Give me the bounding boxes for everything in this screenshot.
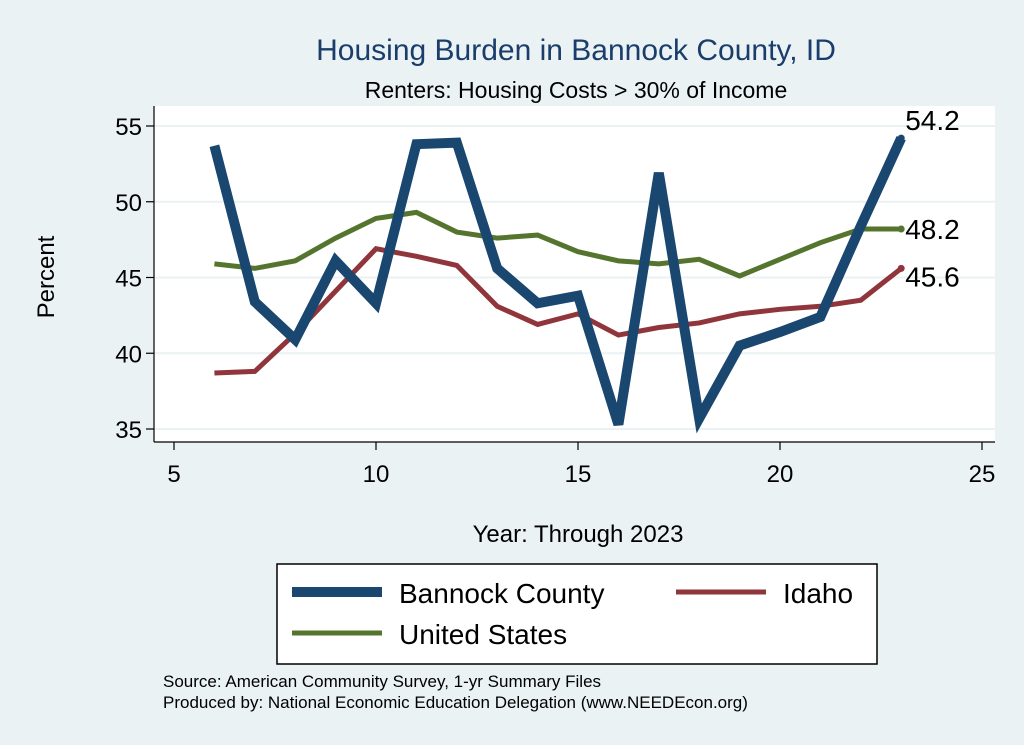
- series-line-bannock-county: [209, 136, 906, 434]
- end-label-idaho: 45.6: [905, 261, 960, 292]
- y-tick-label-40: 40: [115, 341, 142, 368]
- y-axis-label: Percent: [33, 235, 60, 318]
- legend-label-united-states: United States: [399, 619, 567, 650]
- end-label-bannock-county: 54.2: [905, 105, 960, 136]
- y-tick-label-55: 55: [115, 114, 142, 141]
- legend-label-bannock-county: Bannock County: [399, 578, 604, 609]
- y-tick-label-35: 35: [115, 417, 142, 444]
- chart-title: Housing Burden in Bannock County, ID: [316, 34, 836, 67]
- source-note: Source: American Community Survey, 1-yr …: [163, 672, 601, 691]
- x-tick-label-20: 20: [767, 461, 794, 488]
- chart-subtitle: Renters: Housing Costs > 30% of Income: [365, 77, 788, 103]
- x-tick-label-15: 15: [565, 461, 592, 488]
- end-marker-idaho: [897, 264, 905, 272]
- gridlines: [154, 125, 995, 430]
- series-lines: [209, 136, 906, 434]
- legend-box: [276, 563, 878, 665]
- legend-label-idaho: Idaho: [783, 578, 853, 609]
- end-label-united-states: 48.2: [905, 214, 960, 245]
- series-line-united-states: [214, 209, 902, 279]
- y-tick-label-50: 50: [115, 190, 142, 217]
- plot-area: [154, 106, 995, 442]
- series-line-idaho: [214, 246, 903, 376]
- x-tick-label-5: 5: [167, 461, 180, 488]
- end-labels: 54.2 45.6 48.2: [897, 105, 960, 292]
- end-marker-united-states: [897, 225, 905, 233]
- x-axis-label: Year: Through 2023: [473, 521, 684, 548]
- produced-note: Produced by: National Economic Education…: [163, 693, 748, 712]
- y-tick-label-45: 45: [115, 266, 142, 293]
- x-tick-label-10: 10: [363, 461, 390, 488]
- legend: Bannock County Idaho United States: [276, 563, 878, 665]
- x-tick-label-25: 25: [969, 461, 996, 488]
- end-marker-bannock-county: [897, 134, 905, 142]
